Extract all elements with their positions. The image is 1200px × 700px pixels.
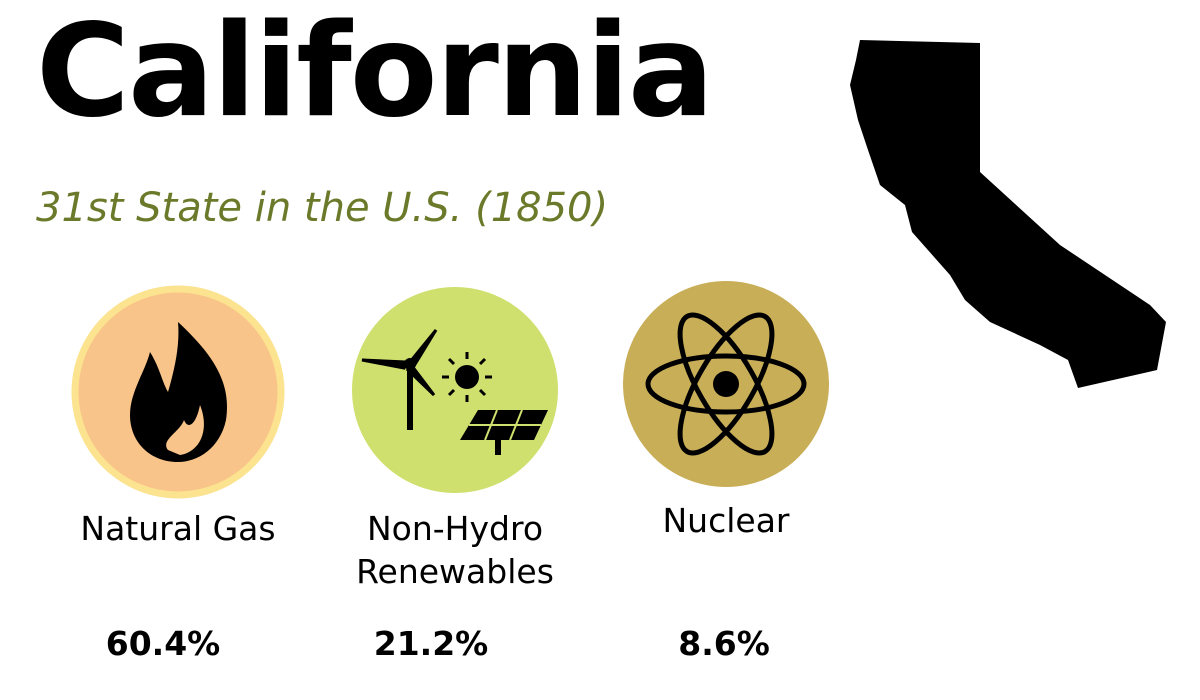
source-share: 60.4%	[105, 624, 221, 663]
source-label: Non-Hydro Renewables	[356, 509, 554, 591]
title: California	[36, 0, 714, 146]
renewables-icon	[352, 287, 558, 493]
nuclear-icon	[623, 281, 829, 487]
source-share: 8.6%	[678, 624, 770, 663]
natural-gas-icon	[71, 285, 285, 499]
source-label: Natural Gas	[80, 509, 276, 548]
source-label: Nuclear	[662, 501, 790, 540]
state-map	[850, 40, 1166, 388]
subtitle: 31st State in the U.S. (1850)	[36, 185, 609, 231]
source-share: 21.2%	[373, 624, 489, 663]
